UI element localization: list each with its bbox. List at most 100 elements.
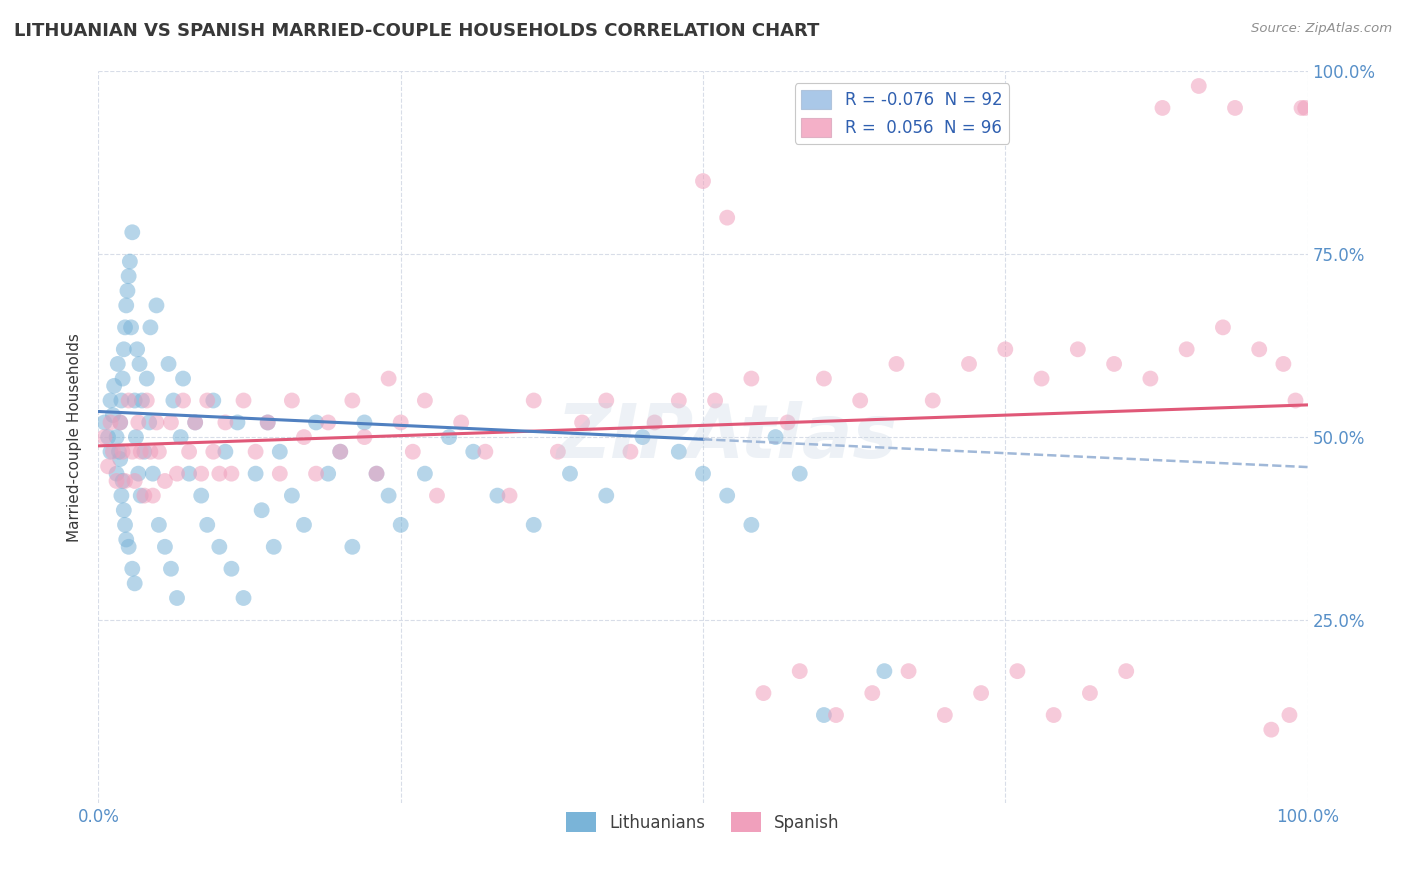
Point	[121, 225, 143, 239]
Point	[112, 503, 135, 517]
Point	[190, 489, 212, 503]
Point	[121, 562, 143, 576]
Point	[202, 393, 225, 408]
Point	[668, 444, 690, 458]
Point	[100, 416, 122, 430]
Point	[305, 467, 328, 481]
Point	[134, 489, 156, 503]
Point	[353, 430, 375, 444]
Point	[1175, 343, 1198, 357]
Point	[765, 430, 787, 444]
Point	[111, 474, 134, 488]
Point	[148, 444, 170, 458]
Point	[292, 517, 315, 532]
Point	[208, 540, 231, 554]
Point	[97, 459, 120, 474]
Point	[245, 467, 267, 481]
Point	[860, 686, 883, 700]
Point	[162, 393, 184, 408]
Point	[111, 444, 134, 458]
Point	[316, 416, 339, 430]
Point	[105, 467, 128, 481]
Point	[1212, 320, 1234, 334]
Text: ZIPAtlas: ZIPAtlas	[557, 401, 898, 474]
Point	[1272, 357, 1295, 371]
Point	[111, 371, 134, 385]
Point	[145, 298, 167, 312]
Point	[329, 444, 352, 458]
Point	[166, 467, 188, 481]
Point	[269, 444, 291, 458]
Point	[114, 517, 136, 532]
Point	[112, 343, 135, 357]
Point	[263, 540, 285, 554]
Point	[117, 284, 139, 298]
Point	[934, 708, 956, 723]
Point	[108, 452, 131, 467]
Point	[776, 416, 799, 430]
Point	[195, 393, 218, 408]
Point	[214, 416, 236, 430]
Point	[752, 686, 775, 700]
Point	[692, 174, 714, 188]
Point	[413, 467, 436, 481]
Point	[179, 444, 201, 458]
Point	[142, 489, 165, 503]
Point	[153, 474, 176, 488]
Point	[166, 591, 188, 605]
Point	[1223, 101, 1246, 115]
Point	[402, 444, 425, 458]
Point	[195, 517, 218, 532]
Point	[160, 416, 183, 430]
Point	[1188, 78, 1211, 93]
Point	[292, 430, 315, 444]
Point	[190, 467, 212, 481]
Point	[486, 489, 509, 503]
Point	[316, 467, 339, 481]
Point	[226, 416, 249, 430]
Point	[740, 371, 762, 385]
Point	[1249, 343, 1271, 357]
Point	[208, 467, 231, 481]
Y-axis label: Married-couple Households: Married-couple Households	[67, 333, 83, 541]
Point	[437, 430, 460, 444]
Point	[101, 444, 124, 458]
Point	[1294, 101, 1316, 115]
Point	[160, 562, 183, 576]
Point	[886, 357, 908, 371]
Point	[595, 393, 617, 408]
Point	[825, 708, 848, 723]
Point	[813, 371, 835, 385]
Point	[125, 430, 148, 444]
Point	[214, 444, 236, 458]
Point	[169, 430, 191, 444]
Point	[413, 393, 436, 408]
Point	[100, 393, 122, 408]
Point	[571, 416, 593, 430]
Point	[789, 467, 811, 481]
Point	[377, 371, 399, 385]
Point	[644, 416, 666, 430]
Point	[1260, 723, 1282, 737]
Point	[1152, 101, 1174, 115]
Point	[366, 467, 388, 481]
Point	[108, 416, 131, 430]
Point	[114, 320, 136, 334]
Point	[145, 416, 167, 430]
Point	[127, 416, 149, 430]
Point	[124, 474, 146, 488]
Point	[1115, 664, 1137, 678]
Point	[108, 416, 131, 430]
Point	[281, 489, 304, 503]
Point	[115, 298, 138, 312]
Point	[121, 444, 143, 458]
Point	[100, 444, 122, 458]
Point	[107, 357, 129, 371]
Point	[118, 393, 141, 408]
Point	[124, 576, 146, 591]
Point	[897, 664, 920, 678]
Point	[103, 379, 125, 393]
Point	[813, 708, 835, 723]
Point	[305, 416, 328, 430]
Point	[1078, 686, 1101, 700]
